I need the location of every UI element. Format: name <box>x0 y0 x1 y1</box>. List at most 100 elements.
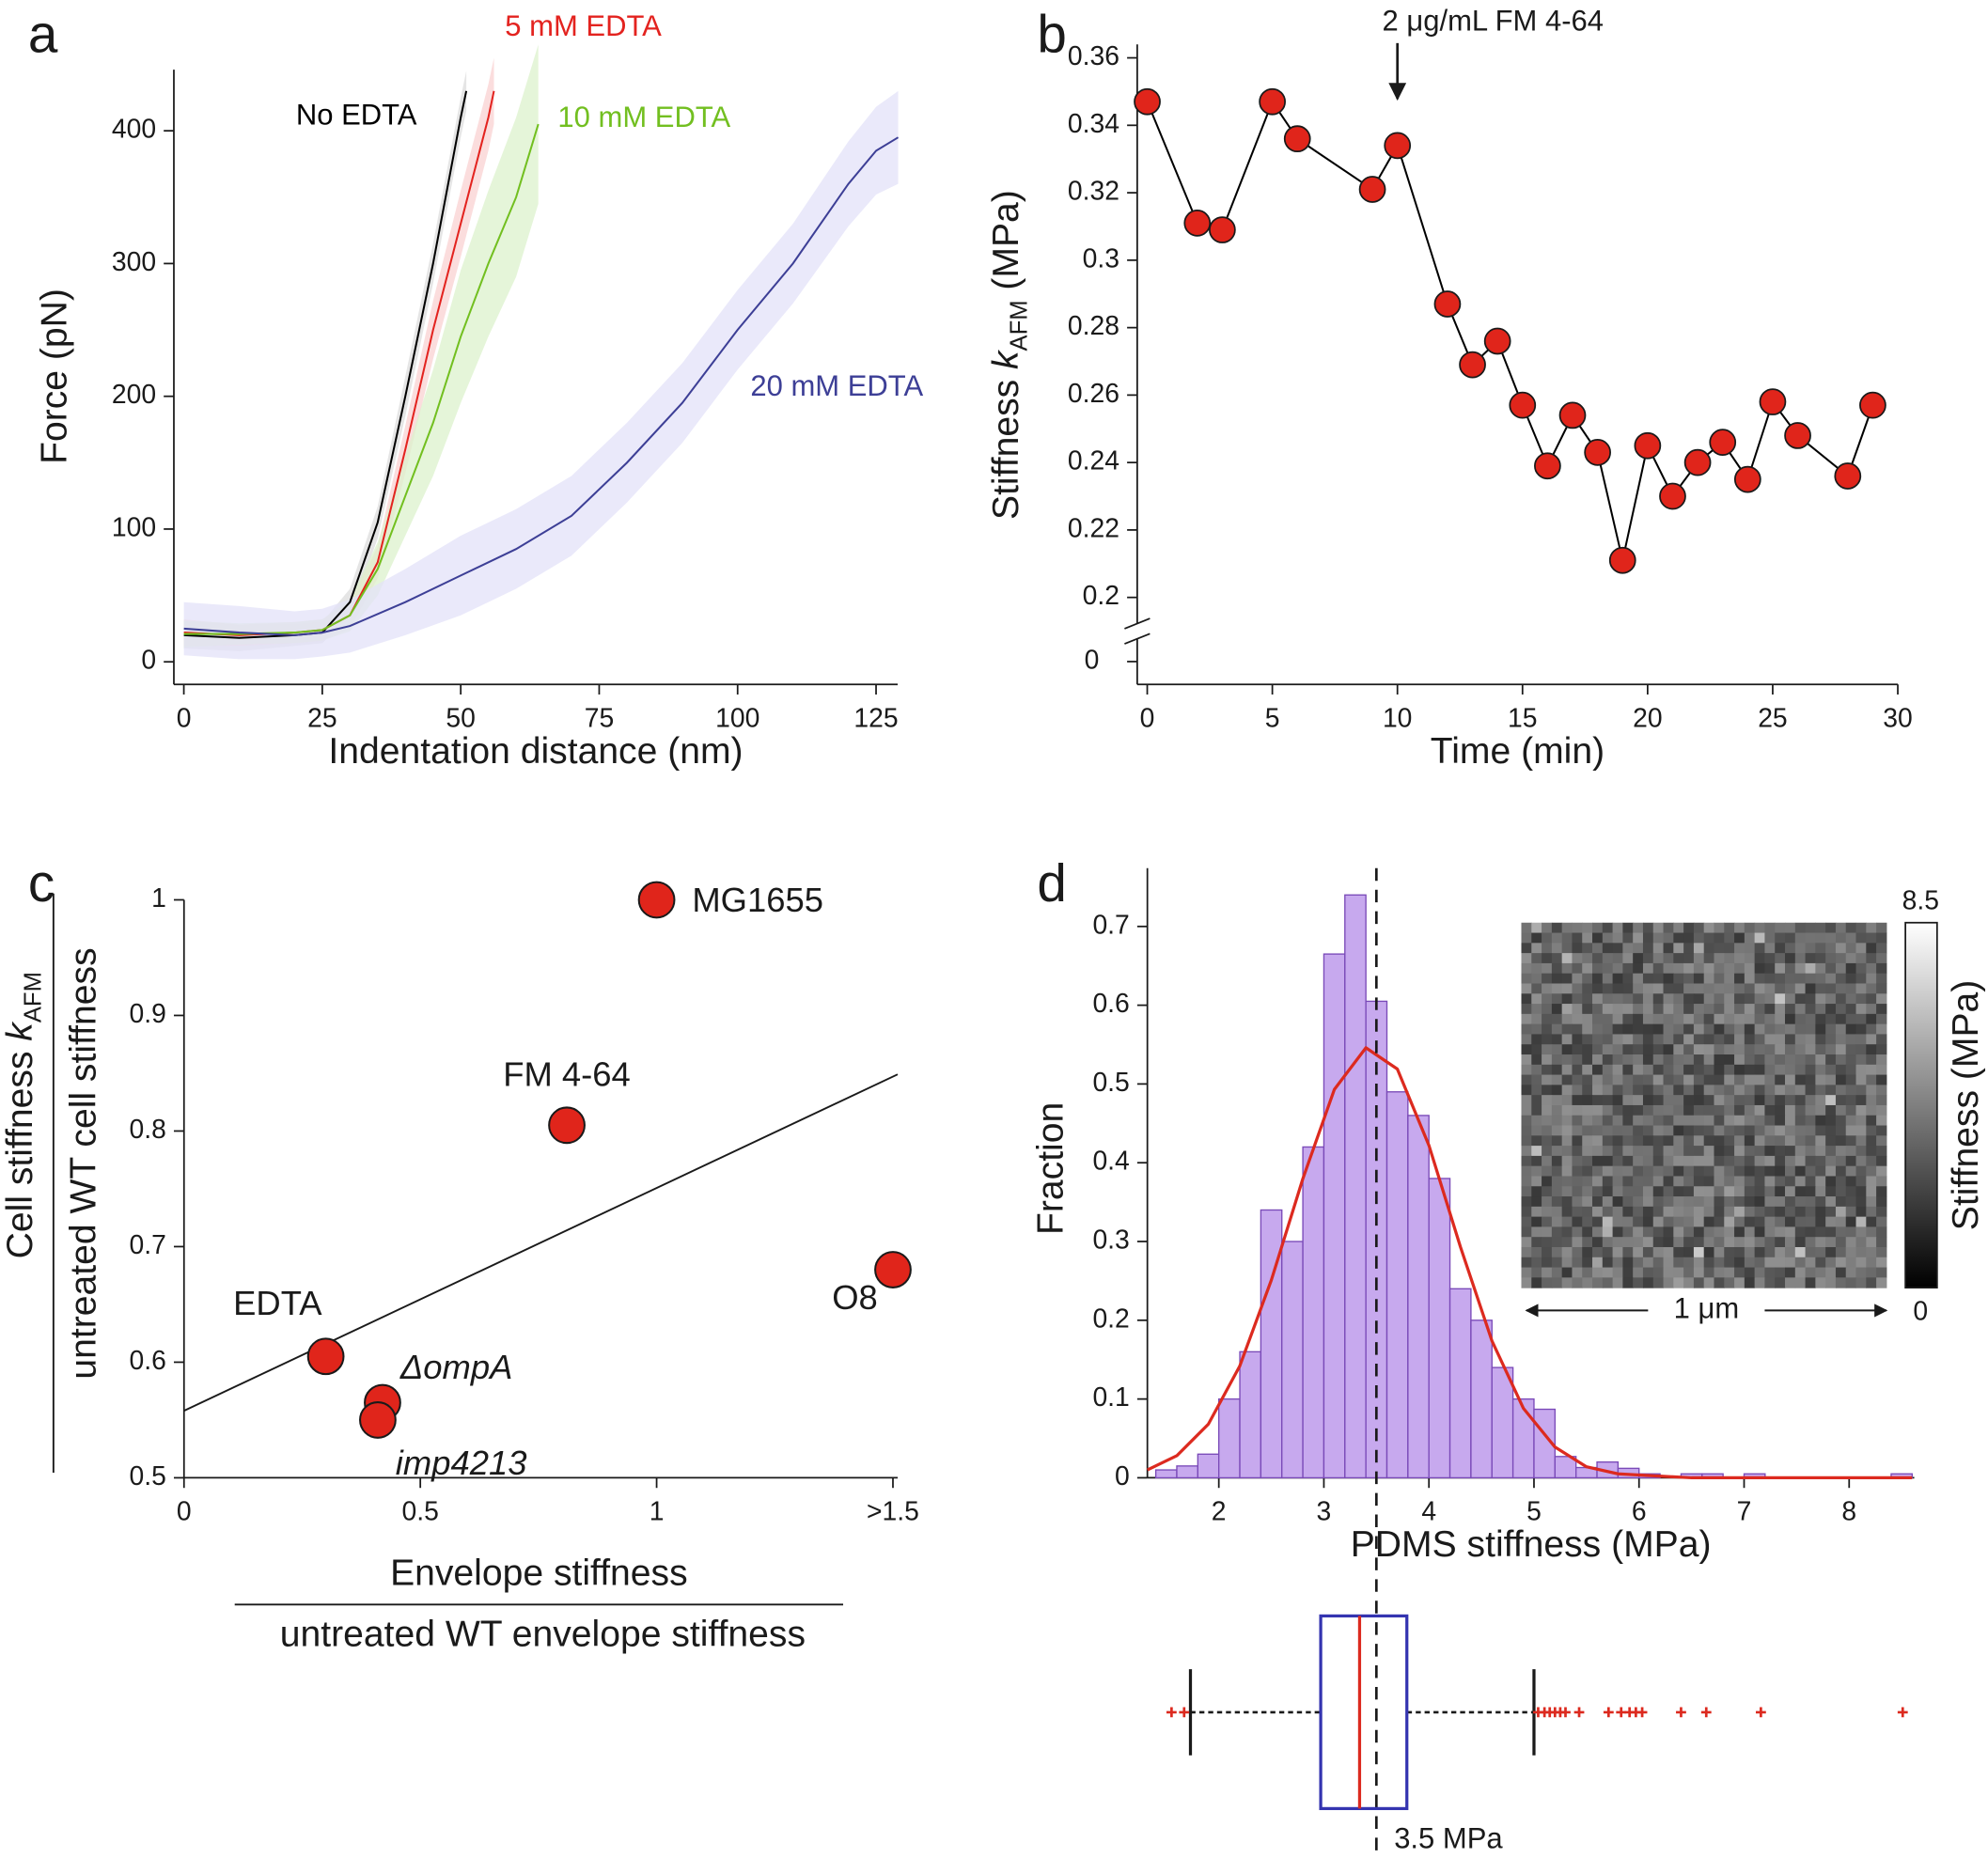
map-cell <box>1551 1226 1563 1238</box>
map-cell <box>1652 1034 1665 1045</box>
map-cell <box>1703 973 1715 985</box>
map-cell <box>1561 1165 1573 1178</box>
bar <box>1302 1146 1325 1479</box>
map-cell <box>1622 1237 1634 1248</box>
map-cell <box>1855 1146 1867 1157</box>
map-cell <box>1542 1146 1553 1157</box>
map-cell <box>1531 973 1542 985</box>
map-cell <box>1622 1135 1634 1147</box>
map-cell <box>1794 1206 1807 1218</box>
map-cell <box>1622 1034 1634 1045</box>
map-cell <box>1663 953 1674 964</box>
map-cell <box>1542 1176 1553 1187</box>
map-cell <box>1845 1013 1857 1025</box>
map-cell <box>1602 1246 1614 1258</box>
map-cell <box>1855 1186 1867 1197</box>
map-cell <box>1805 1176 1816 1187</box>
point <box>1209 216 1236 243</box>
point <box>1709 429 1737 456</box>
map-cell <box>1642 1257 1654 1269</box>
map-cell <box>1775 943 1786 954</box>
map-cell <box>1652 1125 1665 1136</box>
map-cell <box>1845 922 1857 934</box>
map-cell <box>1652 1196 1665 1208</box>
map-cell <box>1764 993 1776 1005</box>
map-cell <box>1582 962 1593 975</box>
map-cell <box>1663 1257 1674 1269</box>
map-cell <box>1551 1267 1563 1278</box>
x-tick-label: 0 <box>177 1496 192 1526</box>
map-cell <box>1612 1257 1623 1269</box>
map-cell <box>1724 1023 1735 1035</box>
map-cell <box>1693 1186 1705 1197</box>
map-cell <box>1551 1206 1563 1218</box>
map-cell <box>1602 1135 1614 1147</box>
map-cell <box>1551 1034 1563 1045</box>
map-cell <box>1602 1237 1614 1248</box>
map-cell <box>1815 1196 1826 1208</box>
map-cell <box>1693 1216 1705 1227</box>
map-cell <box>1531 1074 1542 1085</box>
map-cell <box>1845 1034 1857 1045</box>
map-cell <box>1835 1165 1847 1178</box>
map-cell <box>1642 1034 1654 1045</box>
map-cell <box>1693 1146 1705 1157</box>
map-cell <box>1633 993 1644 1005</box>
map-cell <box>1561 1013 1573 1025</box>
map-cell <box>1602 962 1614 975</box>
map-cell <box>1794 922 1807 934</box>
map-cell <box>1794 1176 1807 1187</box>
point <box>1859 391 1886 419</box>
map-cell <box>1734 1267 1745 1278</box>
map-cell <box>1866 1176 1877 1187</box>
map-cell <box>1703 1023 1715 1035</box>
map-cell <box>1855 1216 1867 1227</box>
x-tick-label: 1 <box>650 1496 665 1526</box>
map-cell <box>1754 973 1765 985</box>
map-cell <box>1622 1054 1634 1066</box>
map-cell <box>1785 1226 1796 1238</box>
map-cell <box>1693 932 1705 944</box>
map-cell <box>1542 1246 1553 1258</box>
map-cell <box>1693 1034 1705 1045</box>
map-cell <box>1622 1246 1634 1258</box>
map-cell <box>1764 1237 1776 1248</box>
map-cell <box>1876 1216 1887 1227</box>
map-cell <box>1855 1176 1867 1187</box>
map-cell <box>1521 993 1532 1005</box>
map-cell <box>1582 1155 1593 1167</box>
map-cell <box>1582 1226 1593 1238</box>
panel-letter: d <box>1037 854 1067 913</box>
map-cell <box>1785 1146 1796 1157</box>
map-cell <box>1714 1165 1725 1178</box>
map-cell <box>1652 1013 1665 1025</box>
map-cell <box>1866 973 1877 985</box>
map-cell <box>1866 1095 1877 1106</box>
map-cell <box>1622 1257 1634 1269</box>
map-cell <box>1855 1115 1867 1127</box>
map-cell <box>1633 1095 1644 1106</box>
map-cell <box>1551 932 1563 944</box>
map-cell <box>1855 932 1867 944</box>
map-cell <box>1805 1023 1816 1035</box>
map-cell <box>1561 1176 1573 1187</box>
map-cell <box>1561 1104 1573 1116</box>
map-cell <box>1673 983 1684 994</box>
outlier <box>1573 1707 1585 1718</box>
map-cell <box>1866 1085 1877 1096</box>
map-cell <box>1542 1044 1553 1055</box>
map-cell <box>1835 1246 1847 1258</box>
map-cell <box>1683 1085 1695 1096</box>
map-cell <box>1602 1054 1614 1066</box>
map-cell <box>1663 1013 1674 1025</box>
map-cell <box>1866 1004 1877 1015</box>
map-cell <box>1845 962 1857 975</box>
map-cell <box>1724 1246 1735 1258</box>
map-cell <box>1724 1176 1735 1187</box>
map-cell <box>1693 1176 1705 1187</box>
map-cell <box>1734 1135 1745 1147</box>
x-tick-label: 25 <box>307 702 337 732</box>
map-cell <box>1551 993 1563 1005</box>
map-cell <box>1683 1013 1695 1025</box>
map-cell <box>1724 1125 1735 1136</box>
